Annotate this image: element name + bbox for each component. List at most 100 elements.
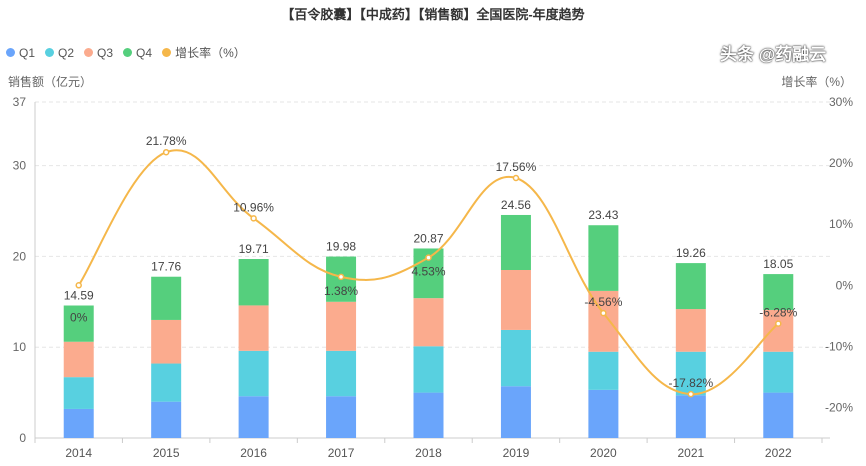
bar-q3: [413, 298, 444, 347]
bar-q4: [588, 225, 619, 291]
bar-q2: [63, 377, 94, 409]
growth-label: 0%: [70, 311, 88, 325]
y-tick-label-right: 10%: [829, 217, 853, 231]
y-tick-label-left: 10: [13, 340, 27, 354]
legend-item[interactable]: Q2: [45, 44, 74, 61]
bar-q4: [238, 259, 269, 306]
y-tick-label-right: -20%: [825, 400, 853, 414]
total-label: 19.98: [326, 240, 356, 254]
legend-label: Q3: [97, 45, 114, 60]
x-tick-label: 2016: [240, 446, 267, 460]
legend-dot-icon: [84, 48, 94, 57]
x-tick-label: 2022: [765, 446, 792, 460]
x-tick-label: 2014: [65, 446, 92, 460]
growth-label: -4.56%: [584, 295, 622, 309]
total-label: 18.05: [763, 257, 793, 271]
bar-q2: [675, 351, 706, 396]
y-tick-label-left: 20: [13, 249, 27, 263]
growth-label: 1.38%: [324, 284, 358, 298]
x-tick-label: 2019: [503, 446, 530, 460]
legend-item[interactable]: Q3: [84, 44, 113, 61]
growth-label: 17.56%: [496, 160, 537, 174]
bar-q3: [238, 305, 269, 351]
bar-q1: [63, 408, 94, 438]
bar-q1: [675, 395, 706, 438]
growth-line: [77, 149, 779, 396]
total-label: 17.76: [151, 260, 181, 274]
y-tick-label-right: -10%: [825, 339, 853, 353]
bar-q1: [763, 392, 794, 438]
y-tick-label-left: 30: [13, 159, 27, 173]
bar-q3: [675, 309, 706, 352]
bar-q2: [763, 351, 794, 393]
growth-label: -17.82%: [668, 376, 713, 390]
legend-label: 增长率（%）: [175, 46, 246, 60]
growth-point: [425, 254, 432, 261]
legend-dot-icon: [123, 48, 133, 57]
bar-q2: [500, 329, 531, 387]
x-tick-label: 2021: [677, 446, 704, 460]
bar-q2: [326, 350, 357, 397]
legend-label: Q1: [19, 45, 36, 60]
growth-label: -6.28%: [759, 306, 797, 320]
legend-item[interactable]: Q1: [6, 44, 35, 61]
y-tick-label-right: 0%: [836, 278, 854, 292]
total-label: 24.56: [501, 198, 531, 212]
bar-q4: [500, 214, 531, 270]
growth-label: 10.96%: [233, 200, 274, 214]
y-tick-label-left: 37: [13, 95, 27, 109]
growth-label: 4.53%: [411, 265, 445, 279]
bar-q3: [326, 301, 357, 351]
bar-q4: [763, 274, 794, 310]
growth-point: [337, 273, 345, 281]
total-label: 20.87: [413, 231, 443, 245]
chart-title: 【百令胶囊】【中成药】【销售额】全国医院-年度趋势: [281, 7, 585, 22]
bar-q1: [588, 389, 619, 438]
bar-q1: [151, 401, 182, 438]
total-label: 14.59: [64, 289, 94, 303]
bar-q2: [238, 350, 269, 397]
growth-point: [75, 282, 82, 289]
bar-q3: [500, 270, 531, 330]
legend-dot-icon: [6, 48, 15, 57]
bar-q4: [675, 263, 706, 310]
legend-item[interactable]: Q4: [123, 44, 152, 61]
growth-label: 21.78%: [146, 134, 187, 148]
total-label: 19.71: [239, 242, 269, 256]
growth-point: [775, 320, 782, 327]
watermark: 头条 @药融云: [720, 45, 827, 64]
y-tick-label-right: 20%: [829, 156, 853, 170]
x-tick-label: 2017: [328, 446, 355, 460]
growth-point: [162, 148, 170, 156]
bar-q3: [588, 290, 619, 352]
bar-q3: [151, 319, 182, 364]
bar-q3: [763, 309, 794, 352]
growth-point: [600, 309, 607, 317]
legend-item[interactable]: 增长率（%）: [162, 44, 246, 61]
bar-q3: [63, 341, 94, 378]
growth-point: [687, 390, 695, 398]
bar-q1: [326, 396, 357, 438]
y-axis-label-right: 增长率（%）: [781, 75, 852, 89]
growth-point: [512, 174, 520, 182]
legend: Q1 Q2 Q3 Q4 增长率（%）: [6, 44, 246, 61]
y-axis-label-left: 销售额（亿元）: [8, 75, 93, 89]
bar-q1: [500, 386, 531, 438]
bar-q4: [63, 305, 94, 342]
legend-dot-icon: [45, 48, 55, 57]
x-tick-label: 2015: [153, 446, 180, 460]
bar-q2: [588, 351, 619, 390]
bar-q1: [238, 396, 269, 438]
y-tick-label-left: 0: [19, 431, 26, 445]
bar-q2: [151, 363, 182, 402]
legend-label: Q4: [136, 45, 153, 60]
bar-q1: [413, 392, 444, 438]
legend-dot-icon: [162, 48, 172, 57]
x-tick-label: 2018: [415, 446, 442, 460]
x-tick-label: 2020: [590, 446, 617, 460]
total-label: 19.26: [676, 246, 706, 260]
total-label: 23.43: [588, 208, 618, 222]
bar-q4: [151, 276, 182, 320]
growth-point: [250, 215, 257, 222]
